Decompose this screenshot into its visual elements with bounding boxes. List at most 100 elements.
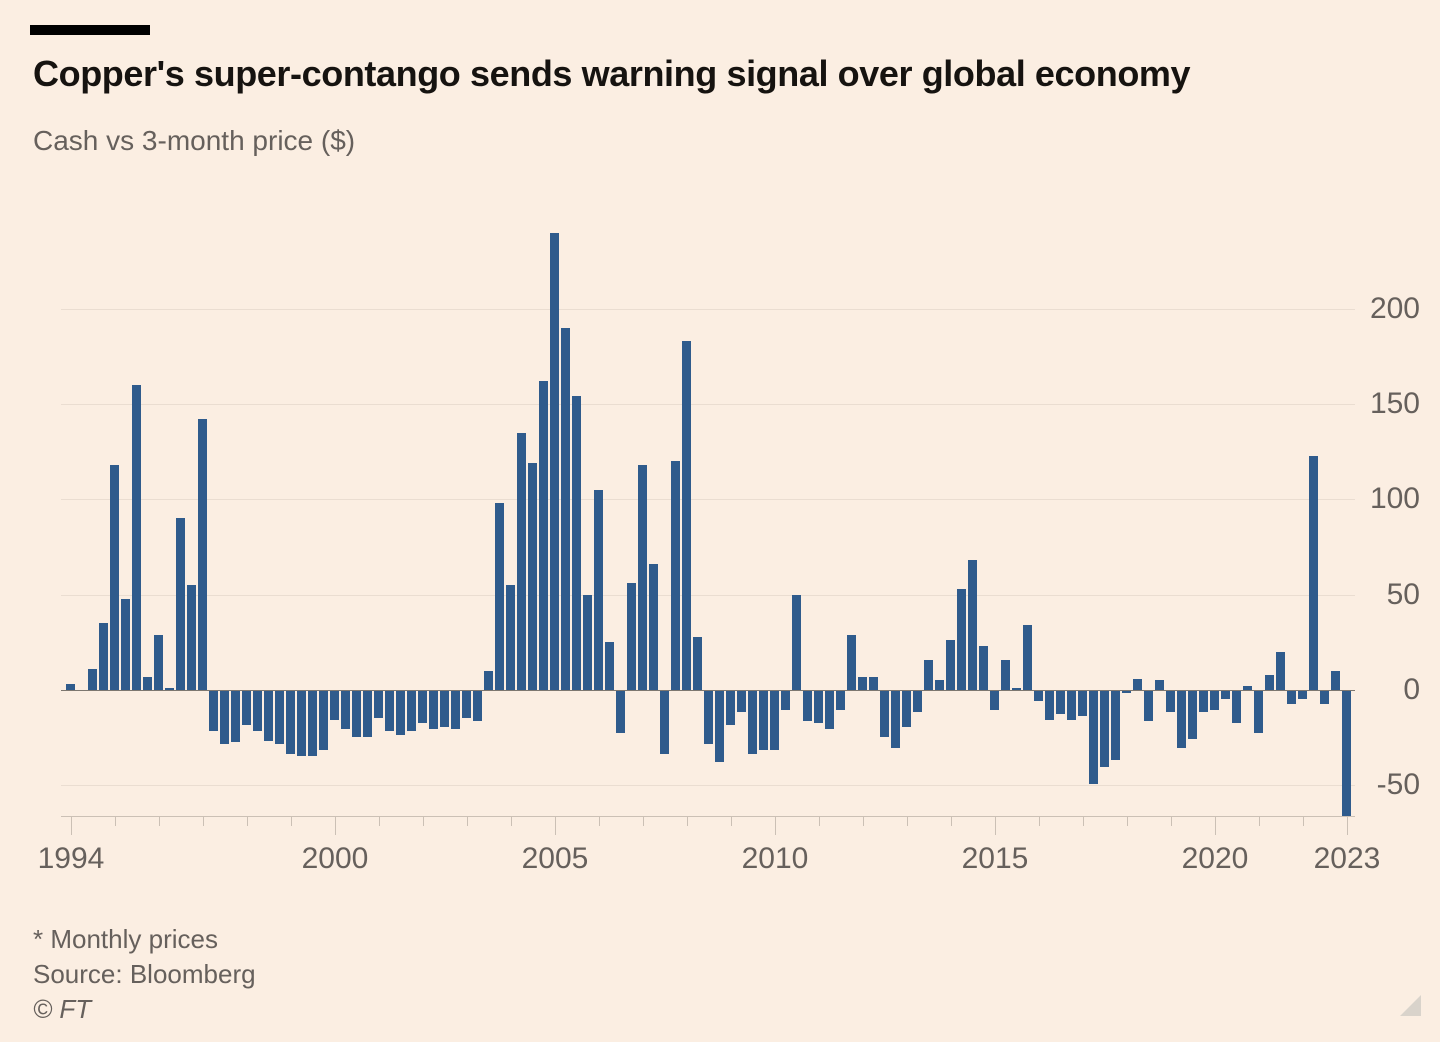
bar [110, 465, 119, 690]
bar [484, 671, 493, 690]
bar [198, 419, 207, 690]
bar [1122, 691, 1131, 693]
bar [1166, 691, 1175, 712]
bar [715, 691, 724, 762]
gridline [61, 785, 1355, 786]
bar [220, 691, 229, 744]
bar [891, 691, 900, 748]
bar [737, 691, 746, 712]
bar [517, 433, 526, 690]
bar [121, 599, 130, 690]
x-axis-tick [863, 817, 864, 826]
x-axis-tick [71, 817, 72, 835]
bar [319, 691, 328, 750]
bar [792, 595, 801, 690]
bar [1067, 691, 1076, 720]
bar [946, 640, 955, 690]
bar [660, 691, 669, 754]
bar [1155, 680, 1164, 690]
bar [616, 691, 625, 733]
bar [1243, 686, 1252, 690]
x-axis-label: 2020 [1181, 842, 1249, 875]
y-axis-label: 100 [1369, 482, 1420, 515]
x-axis-tick [1303, 817, 1304, 826]
bar [572, 396, 581, 690]
bar [165, 688, 174, 690]
bar [726, 691, 735, 725]
bar [374, 691, 383, 718]
bar [682, 341, 691, 690]
bar [363, 691, 372, 737]
bar [1045, 691, 1054, 720]
x-axis-tick [687, 817, 688, 826]
bar [935, 680, 944, 690]
bar [880, 691, 889, 737]
bar [209, 691, 218, 731]
bar [1199, 691, 1208, 712]
bar [1254, 691, 1263, 733]
bar [1298, 691, 1307, 699]
x-axis-label: 2005 [521, 842, 589, 875]
bar [1078, 691, 1087, 716]
x-axis-tick [775, 817, 776, 835]
bar [1144, 691, 1153, 721]
bar [957, 589, 966, 690]
bar [605, 642, 614, 690]
bar [858, 677, 867, 690]
gridline [61, 404, 1355, 405]
bar [1210, 691, 1219, 710]
x-axis-label: 2010 [741, 842, 809, 875]
bar [154, 635, 163, 690]
bar [1089, 691, 1098, 784]
bar [748, 691, 757, 754]
x-axis-tick [379, 817, 380, 826]
x-axis-tick [1127, 817, 1128, 826]
bar [638, 465, 647, 690]
x-axis-tick [423, 817, 424, 826]
x-axis-tick [335, 817, 336, 835]
bar [836, 691, 845, 710]
y-axis-label: 150 [1369, 387, 1420, 420]
bar [1111, 691, 1120, 760]
y-axis-label: 50 [1386, 578, 1420, 611]
bar [88, 669, 97, 690]
x-axis-tick [819, 817, 820, 826]
chart-subtitle: Cash vs 3-month price ($) [33, 125, 356, 156]
bar [330, 691, 339, 720]
bar [495, 503, 504, 690]
bar [1309, 456, 1318, 690]
bar [286, 691, 295, 754]
x-axis-line [61, 816, 1355, 817]
bar [781, 691, 790, 710]
x-axis-tick [643, 817, 644, 826]
x-axis-label: 1994 [37, 842, 105, 875]
bar [968, 560, 977, 690]
bar [506, 585, 515, 690]
gridline [61, 499, 1355, 500]
x-axis-tick [511, 817, 512, 826]
bar [990, 691, 999, 710]
bar [132, 385, 141, 690]
bar [462, 691, 471, 718]
x-axis-tick [951, 817, 952, 826]
bar [253, 691, 262, 731]
bar [979, 646, 988, 690]
x-axis-tick [1347, 817, 1348, 835]
bar [99, 623, 108, 690]
bar [352, 691, 361, 737]
bar [561, 328, 570, 690]
bar [1331, 671, 1340, 690]
y-axis-label: 0 [1403, 673, 1420, 706]
x-axis-tick [203, 817, 204, 826]
bar [1133, 679, 1142, 690]
ft-copyright: © FT [33, 994, 92, 1024]
x-axis-label: 2000 [301, 842, 369, 875]
y-axis-label: 200 [1369, 292, 1420, 325]
bar [583, 595, 592, 690]
x-axis-tick [1039, 817, 1040, 826]
bar [341, 691, 350, 729]
bar [473, 691, 482, 721]
x-axis-label: 2015 [961, 842, 1029, 875]
bar [770, 691, 779, 750]
